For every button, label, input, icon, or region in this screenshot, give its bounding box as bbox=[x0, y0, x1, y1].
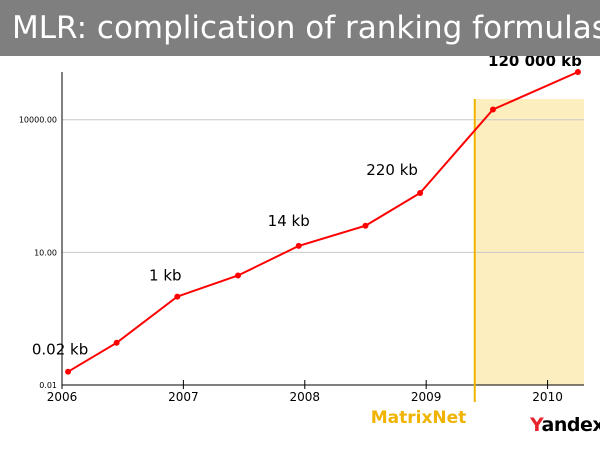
data-point bbox=[489, 106, 496, 113]
yandex-logo: Yandex bbox=[530, 412, 600, 438]
data-label: 0.02 kb bbox=[32, 341, 88, 359]
x-tick-label: 2006 bbox=[47, 390, 78, 404]
x-tick-label: 2007 bbox=[168, 390, 199, 404]
matrixnet-highlight-region bbox=[474, 99, 584, 385]
slide-title: MLR: complication of ranking formulas bbox=[12, 10, 600, 46]
ranking-formula-size-chart: 0.01 10.00 10000.00 2006 2007 2008 2009 2010 Mat… bbox=[19, 56, 584, 428]
y-tick-label: 10000.00 bbox=[19, 116, 57, 125]
data-point bbox=[113, 339, 120, 346]
yandex-logo-first-letter: Y bbox=[530, 414, 542, 436]
y-tick-label: 10.00 bbox=[34, 248, 57, 257]
y-tick-label: 0.01 bbox=[39, 381, 57, 390]
x-tick-label: 2010 bbox=[532, 390, 563, 404]
data-point bbox=[295, 242, 302, 249]
x-tick-label: 2009 bbox=[411, 390, 442, 404]
x-tick-label: 2008 bbox=[290, 390, 321, 404]
data-label: 120 000 kb bbox=[488, 56, 582, 70]
yandex-logo-rest: andex bbox=[541, 414, 600, 436]
data-label: 220 kb bbox=[366, 161, 418, 179]
data-point bbox=[65, 368, 72, 375]
data-label: 1 kb bbox=[149, 267, 182, 285]
matrixnet-label: MatrixNet bbox=[371, 408, 467, 428]
data-point bbox=[235, 272, 242, 279]
data-point bbox=[417, 190, 424, 197]
title-bar: MLR: complication of ranking formulas bbox=[0, 0, 600, 56]
data-label: 14 kb bbox=[268, 212, 310, 230]
data-point bbox=[174, 293, 181, 300]
data-point bbox=[362, 222, 369, 229]
data-point bbox=[574, 69, 581, 75]
